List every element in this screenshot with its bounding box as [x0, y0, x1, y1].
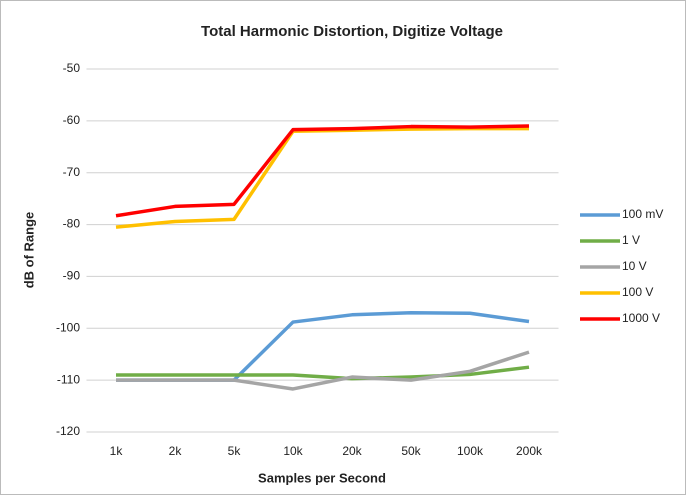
x-tick-label: 100k — [457, 444, 484, 458]
x-tick-label: 2k — [169, 444, 183, 458]
legend-label: 1000 V — [622, 311, 660, 325]
y-axis-label: dB of Range — [21, 212, 36, 289]
series-line — [115, 124, 530, 218]
legend-label: 100 mV — [622, 207, 663, 221]
series-line — [116, 350, 530, 391]
x-tick-label: 10k — [283, 444, 303, 458]
y-tick-label: -90 — [63, 269, 81, 283]
y-tick-label: -100 — [56, 320, 80, 334]
y-tick-label: -50 — [63, 61, 81, 75]
y-tick-label: -110 — [57, 372, 80, 386]
x-tick-label: 200k — [516, 444, 543, 458]
y-tick-label: -70 — [63, 165, 81, 179]
chart-title: Total Harmonic Distortion, Digitize Volt… — [201, 23, 503, 40]
y-tick-label: -80 — [63, 217, 81, 231]
y-tick-label: -60 — [63, 113, 81, 127]
x-axis-label: Samples per Second — [258, 470, 386, 485]
x-tick-label: 20k — [342, 444, 362, 458]
x-tick-label: 5k — [228, 444, 242, 458]
legend-label: 10 V — [622, 259, 647, 273]
legend-label: 100 V — [622, 285, 653, 299]
y-tick-label: -120 — [56, 424, 80, 438]
legend-label: 1 V — [622, 233, 640, 247]
series-line — [116, 365, 530, 381]
x-tick-label: 1k — [110, 444, 124, 458]
x-tick-label: 50k — [401, 444, 421, 458]
